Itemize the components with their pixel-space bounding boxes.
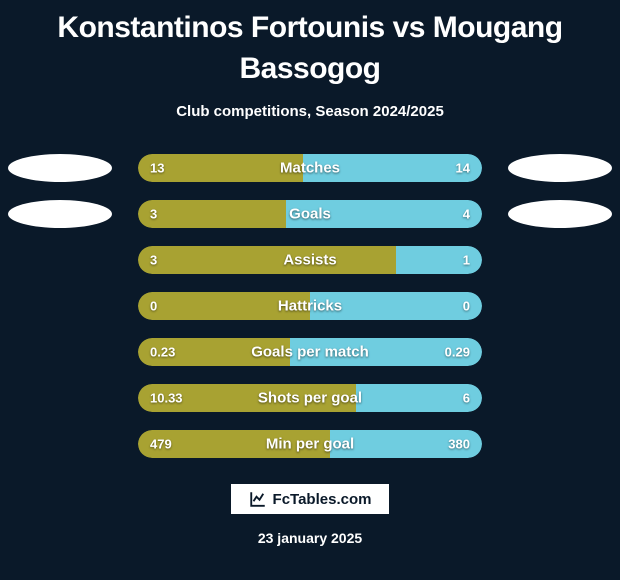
- stat-value-right: 0: [463, 299, 470, 314]
- chart-icon: [249, 490, 267, 508]
- stat-row: 0.23 0.29 Goals per match: [0, 338, 620, 366]
- stat-label: Matches: [280, 160, 340, 177]
- stat-value-left: 3: [150, 253, 157, 268]
- stat-value-right: 0.29: [445, 345, 470, 360]
- stat-value-right: 6: [463, 391, 470, 406]
- stat-bar: 479 380 Min per goal: [138, 430, 482, 458]
- stat-row: 0 0 Hattricks: [0, 292, 620, 320]
- footer-date: 23 january 2025: [258, 530, 362, 546]
- stat-bar-left: 13: [138, 154, 303, 182]
- stat-value-right: 14: [456, 161, 470, 176]
- comparison-card: Konstantinos Fortounis vs Mougang Bassog…: [0, 0, 620, 580]
- stat-label: Shots per goal: [258, 390, 362, 407]
- stat-row: 3 4 Goals: [0, 200, 620, 228]
- brand-text: FcTables.com: [273, 491, 372, 508]
- player-left-oval: [8, 200, 112, 228]
- stat-label: Hattricks: [278, 298, 342, 315]
- subtitle: Club competitions, Season 2024/2025: [176, 103, 444, 120]
- stat-row: 3 1 Assists: [0, 246, 620, 274]
- stat-bar-left: 3: [138, 200, 286, 228]
- stat-bar-right: 1: [396, 246, 482, 274]
- stat-value-right: 380: [448, 437, 470, 452]
- stat-bar: 0.23 0.29 Goals per match: [138, 338, 482, 366]
- stat-bar-right: 6: [356, 384, 482, 412]
- stat-bar: 0 0 Hattricks: [138, 292, 482, 320]
- stat-value-left: 13: [150, 161, 164, 176]
- stat-row: 479 380 Min per goal: [0, 430, 620, 458]
- stat-bar: 10.33 6 Shots per goal: [138, 384, 482, 412]
- stat-row: 13 14 Matches: [0, 154, 620, 182]
- stat-value-right: 1: [463, 253, 470, 268]
- stats-list: 13 14 Matches 3 4 Goals 3 1 Assists 0 0 Hattricks 0.…: [0, 154, 620, 458]
- stat-label: Min per goal: [266, 436, 354, 453]
- player-right-oval: [508, 154, 612, 182]
- stat-bar-left: 3: [138, 246, 396, 274]
- stat-bar: 3 4 Goals: [138, 200, 482, 228]
- stat-label: Goals: [289, 206, 331, 223]
- stat-value-left: 0: [150, 299, 157, 314]
- stat-bar: 13 14 Matches: [138, 154, 482, 182]
- player-right-oval: [508, 200, 612, 228]
- stat-value-left: 10.33: [150, 391, 183, 406]
- stat-label: Assists: [283, 252, 336, 269]
- stat-value-left: 0.23: [150, 345, 175, 360]
- stat-value-left: 3: [150, 207, 157, 222]
- page-title: Konstantinos Fortounis vs Mougang Bassog…: [0, 8, 620, 89]
- stat-value-right: 4: [463, 207, 470, 222]
- brand-badge[interactable]: FcTables.com: [229, 482, 392, 516]
- stat-value-left: 479: [150, 437, 172, 452]
- stat-bar: 3 1 Assists: [138, 246, 482, 274]
- stat-row: 10.33 6 Shots per goal: [0, 384, 620, 412]
- stat-label: Goals per match: [251, 344, 369, 361]
- player-left-oval: [8, 154, 112, 182]
